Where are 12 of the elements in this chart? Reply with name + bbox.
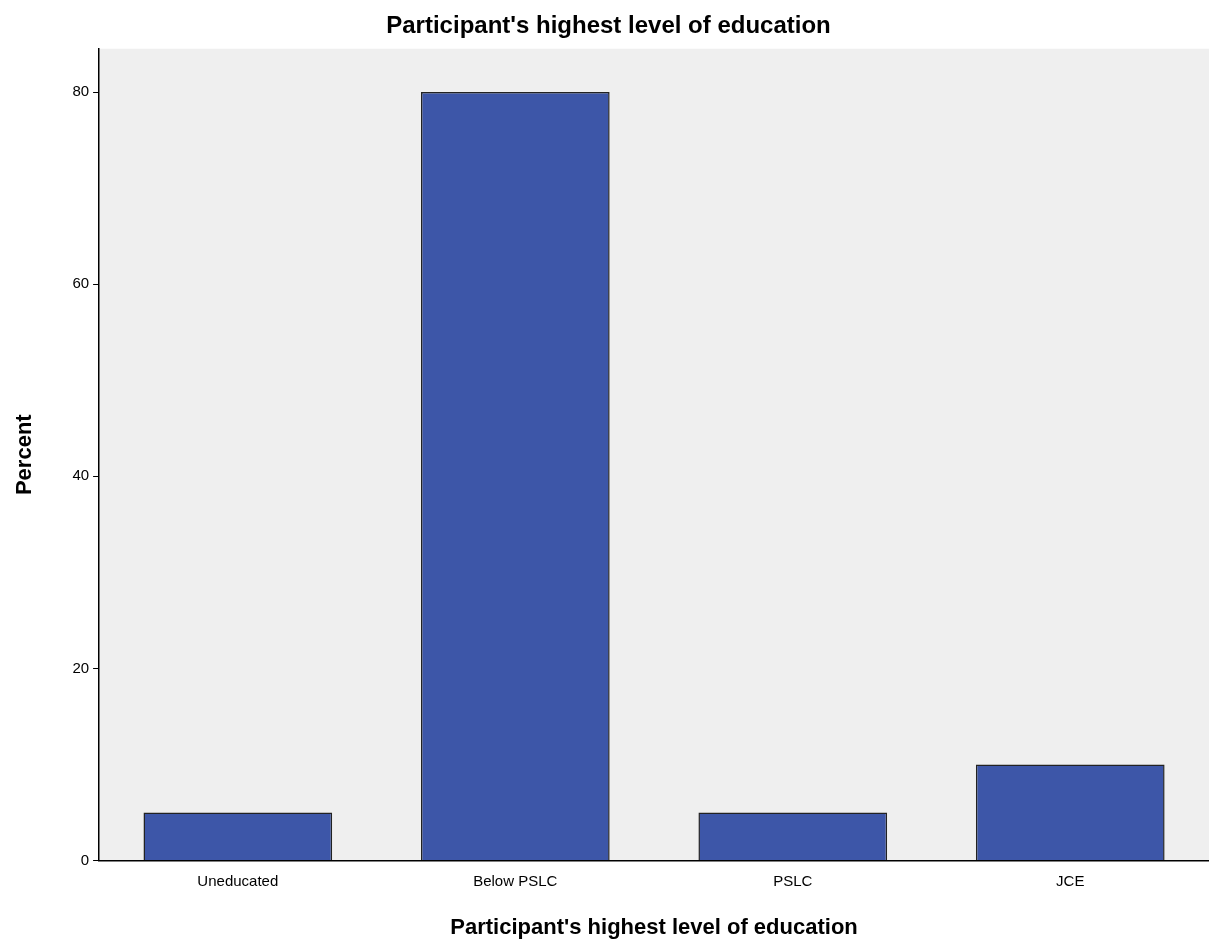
y-tick-label: 60 (72, 274, 90, 292)
chart-title: Participant's highest level of education (386, 11, 831, 39)
y-tick-label: 80 (72, 82, 90, 100)
x-tick-label: JCE (1056, 871, 1085, 889)
x-tick-label: PSLC (773, 871, 813, 889)
y-axis-title: Percent (11, 413, 37, 496)
y-tick-label: 20 (72, 658, 90, 676)
x-tick-label: Uneducated (197, 871, 279, 889)
x-tick-label: Below PSLC (473, 871, 558, 889)
y-tick-label: 40 (72, 466, 90, 484)
x-axis-title: Participant's highest level of education (450, 913, 858, 939)
y-tick-label: 0 (80, 850, 90, 868)
